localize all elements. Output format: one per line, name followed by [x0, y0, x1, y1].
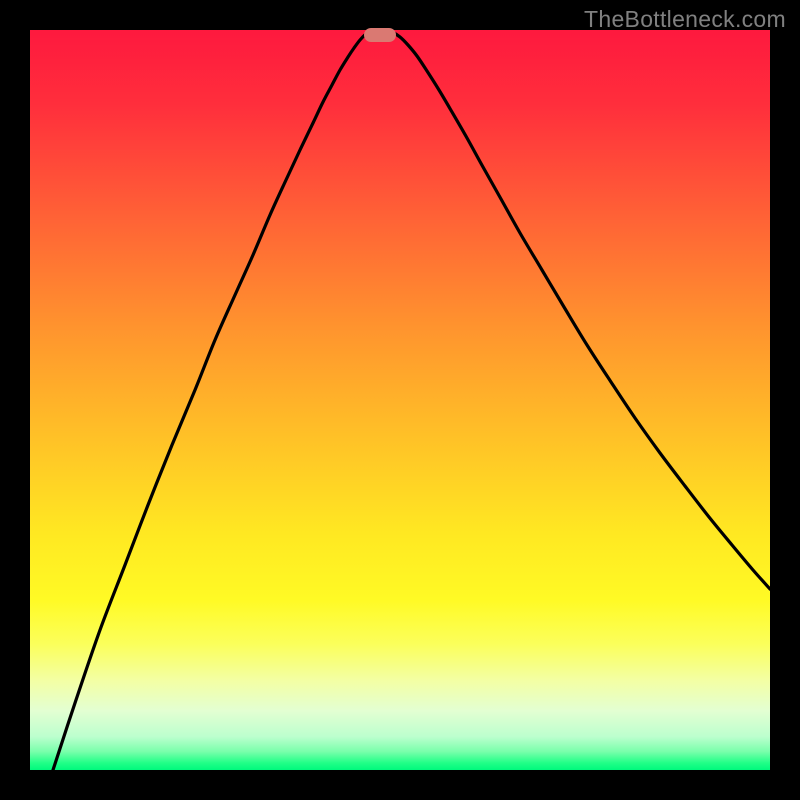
bottleneck-curve-chart [0, 0, 800, 800]
watermark-text: TheBottleneck.com [584, 6, 786, 33]
chart-stage: TheBottleneck.com [0, 0, 800, 800]
optimal-point-marker [364, 28, 396, 42]
chart-gradient-background [30, 30, 770, 770]
